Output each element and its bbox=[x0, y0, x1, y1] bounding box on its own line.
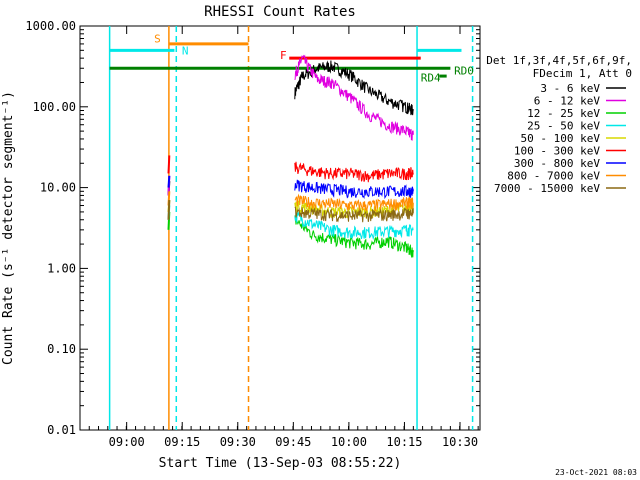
legend-entry: 3 - 6 keV bbox=[540, 82, 600, 95]
x-tick-label: 09:30 bbox=[220, 435, 256, 449]
y-tick-label: 0.10 bbox=[47, 342, 76, 356]
x-tick-label: 09:00 bbox=[109, 435, 145, 449]
plot-timestamp: 23-Oct-2021 08:03 bbox=[555, 468, 637, 477]
flag-label: S bbox=[154, 33, 161, 46]
legend-entry: 12 - 25 keV bbox=[527, 107, 600, 120]
y-tick-label: 1000.00 bbox=[25, 19, 76, 33]
y-tick-label: 1.00 bbox=[47, 261, 76, 275]
series-early-100-300keV bbox=[167, 155, 171, 174]
series-early-300-800keV bbox=[167, 175, 171, 188]
flag-label: N bbox=[182, 44, 189, 57]
legend-entry: 800 - 7000 keV bbox=[507, 170, 600, 183]
y-tick-label: 100.00 bbox=[33, 100, 76, 114]
series-line bbox=[294, 179, 414, 200]
y-axis-label: Count Rate (s⁻¹ detector segment⁻¹) bbox=[1, 91, 16, 365]
legend-entry: 6 - 12 keV bbox=[534, 95, 601, 108]
x-tick-label: 09:45 bbox=[275, 435, 311, 449]
legend-entry: 100 - 300 keV bbox=[514, 145, 600, 158]
x-tick-label: 10:15 bbox=[386, 435, 422, 449]
legend-header-2: FDecim 1, Att 0 bbox=[533, 67, 632, 80]
flag-label: RD4 bbox=[421, 72, 441, 85]
plot-frame bbox=[79, 25, 481, 431]
flag-label: RD0 bbox=[454, 65, 474, 78]
x-axis-label: Start Time (13-Sep-03 08:55:22) bbox=[159, 456, 402, 471]
y-tick-label: 10.00 bbox=[40, 181, 76, 195]
legend-entry: 25 - 50 keV bbox=[527, 120, 600, 133]
y-tick-label: 0.01 bbox=[47, 423, 76, 437]
legend-entry: 300 - 800 keV bbox=[514, 157, 600, 170]
series-line bbox=[294, 215, 414, 258]
chart-title: RHESSI Count Rates bbox=[204, 4, 356, 20]
series-line bbox=[294, 211, 414, 241]
legend-header-1: Det 1f,3f,4f,5f,6f,9f, bbox=[486, 54, 632, 67]
series-line bbox=[294, 161, 414, 183]
legend-entry: 50 - 100 keV bbox=[521, 132, 601, 145]
series-line bbox=[294, 193, 414, 212]
flag-label: F bbox=[280, 49, 287, 62]
series-line bbox=[294, 54, 414, 141]
series-early-7000-15000keV bbox=[167, 200, 171, 220]
series-line bbox=[294, 206, 414, 223]
x-tick-label: 09:15 bbox=[164, 435, 200, 449]
legend-entry: 7000 - 15000 keV bbox=[494, 182, 600, 195]
x-tick-label: 10:00 bbox=[331, 435, 367, 449]
x-tick-label: 10:30 bbox=[442, 435, 478, 449]
